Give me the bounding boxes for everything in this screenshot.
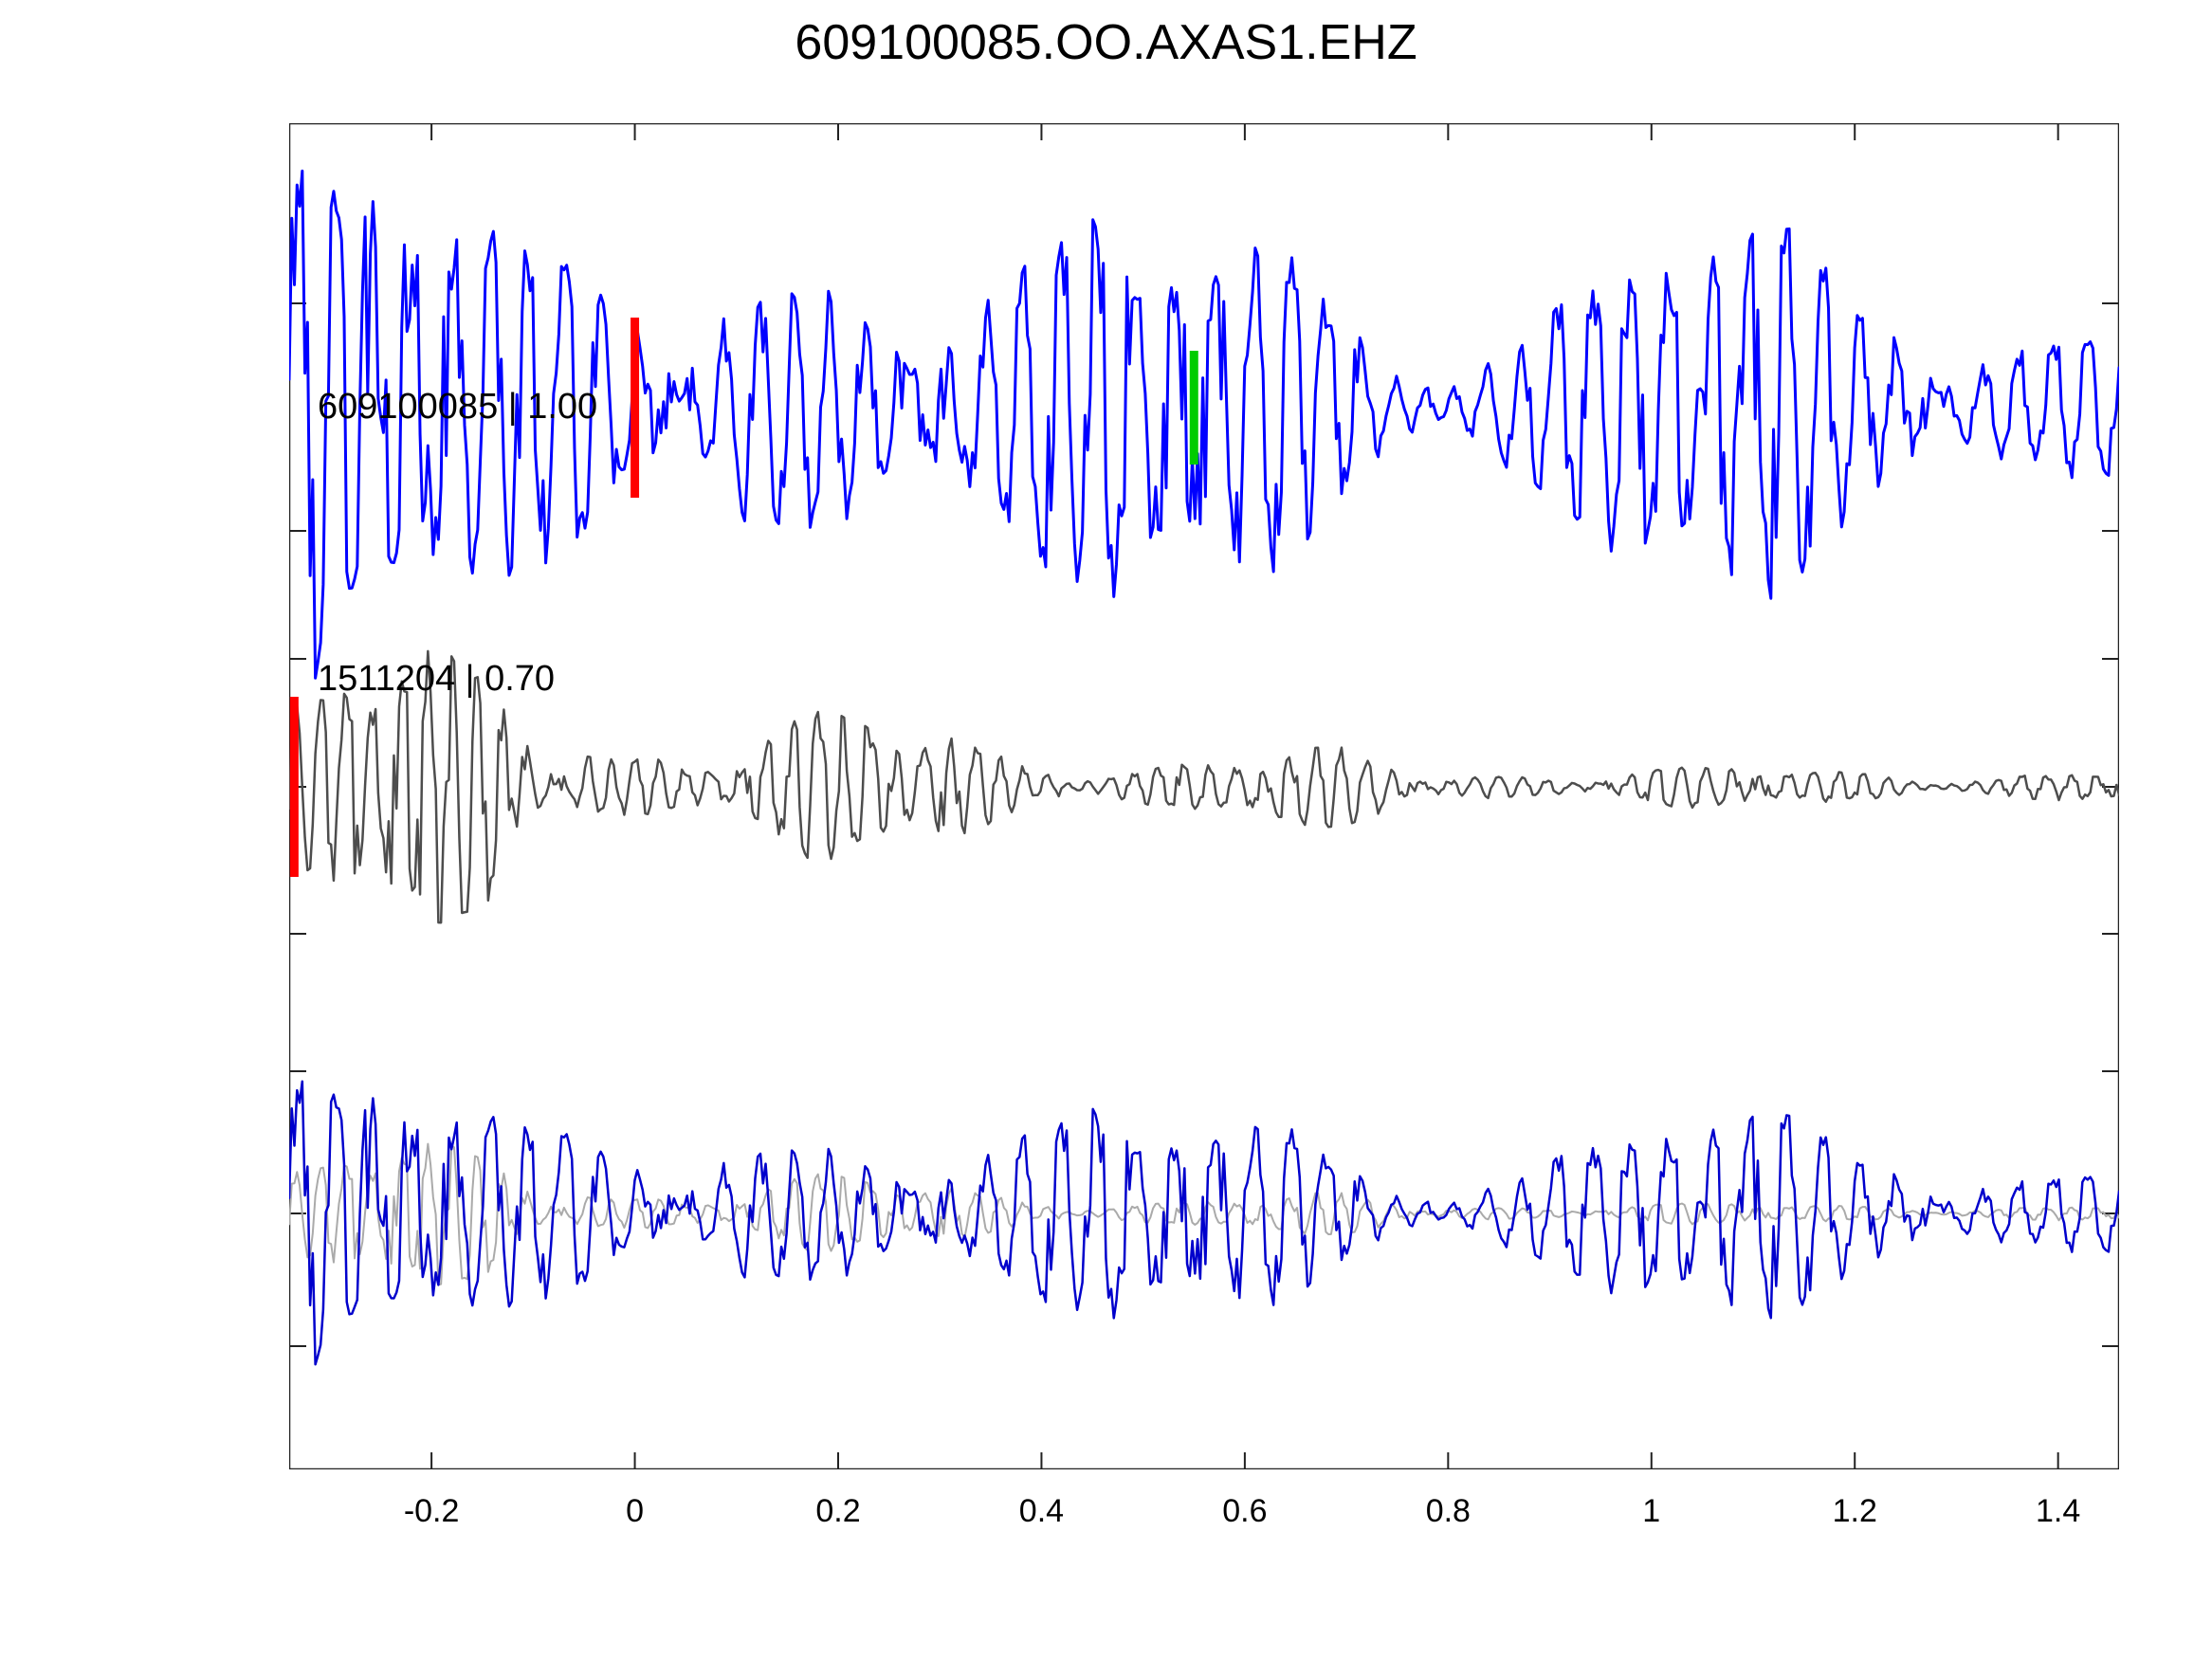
x-tick-label-0.4: 0.4 xyxy=(1019,1493,1064,1530)
x-tick-label-1.2: 1.2 xyxy=(1833,1493,1877,1530)
x-tick-label-0.2: 0.2 xyxy=(815,1493,860,1530)
x-ticks-bottom xyxy=(431,1452,2058,1469)
trace-label-609100085: 609100085 | 1.00 xyxy=(318,387,597,428)
seismic-chart: 609100085.OO.AXAS1.EHZ 609100085 | 1.00 … xyxy=(0,0,2212,1659)
chart-title: 609100085.OO.AXAS1.EHZ xyxy=(0,14,2212,71)
x-ticks-top xyxy=(431,123,2058,140)
x-tick-label-0.6: 0.6 xyxy=(1222,1493,1267,1530)
x-tick-label-1: 1 xyxy=(1642,1493,1660,1530)
x-tick-label-1.4: 1.4 xyxy=(2036,1493,2080,1530)
waveform-svg xyxy=(289,123,2119,1469)
x-tick-label--0.2: -0.2 xyxy=(404,1493,460,1530)
x-tick-label-0: 0 xyxy=(626,1493,644,1530)
trace-overlay-group xyxy=(289,1082,2119,1365)
plot-area: 609100085 | 1.00 1511204 | 0.70 xyxy=(289,123,2119,1469)
x-tick-label-0.8: 0.8 xyxy=(1426,1493,1471,1530)
trace-1511204-group xyxy=(289,651,2119,922)
trace-label-1511204: 1511204 | 0.70 xyxy=(318,659,555,700)
